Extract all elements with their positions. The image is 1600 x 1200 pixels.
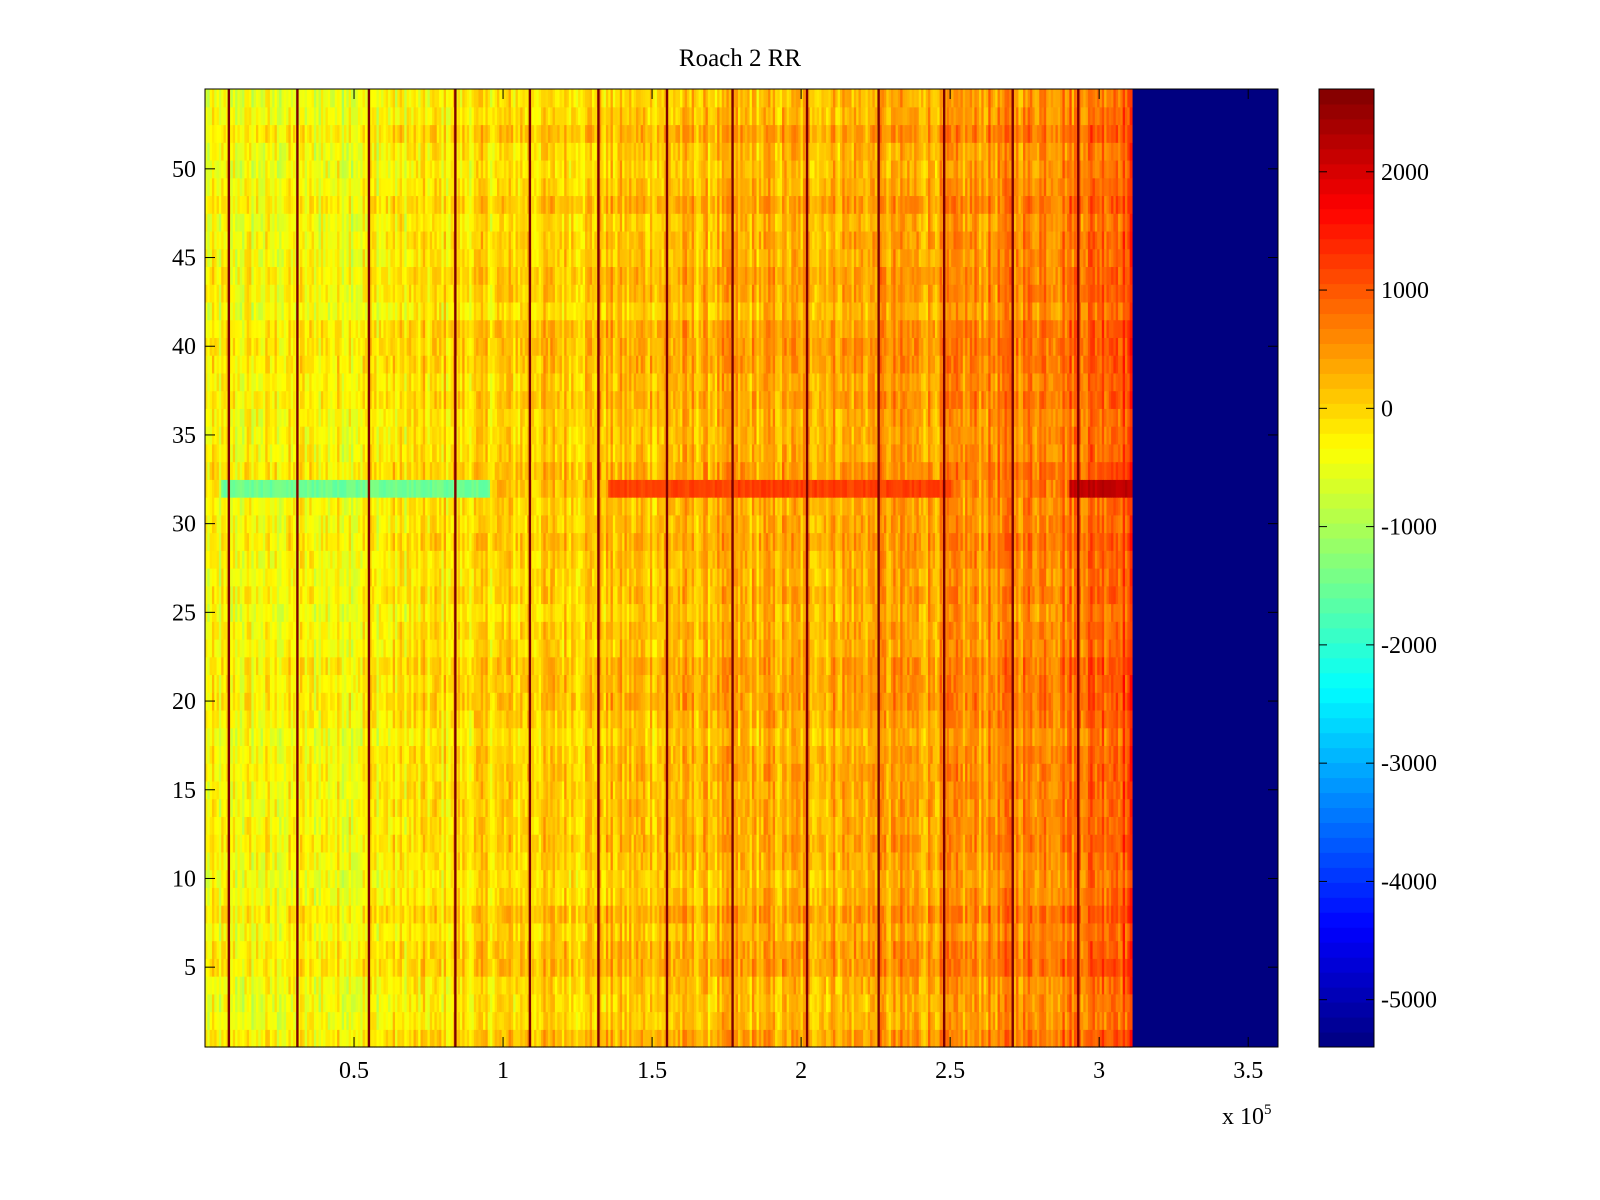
heatmap-cell [1130, 958, 1133, 976]
figure: Roach 2 RR 0.5 1 1.5 2 2.5 3 3.5 5101520253035… [0, 0, 1600, 1200]
heatmap-empty-region [1132, 89, 1278, 1047]
heatmap-cell [1130, 941, 1133, 959]
heatmap-cell [1130, 1012, 1133, 1030]
chart-title: Roach 2 RR [679, 45, 802, 72]
heatmap-cell [1130, 994, 1133, 1012]
heatmap-plot [205, 89, 1278, 1048]
heatmap-cell [1130, 976, 1133, 994]
heatmap-cell [1130, 1029, 1133, 1047]
